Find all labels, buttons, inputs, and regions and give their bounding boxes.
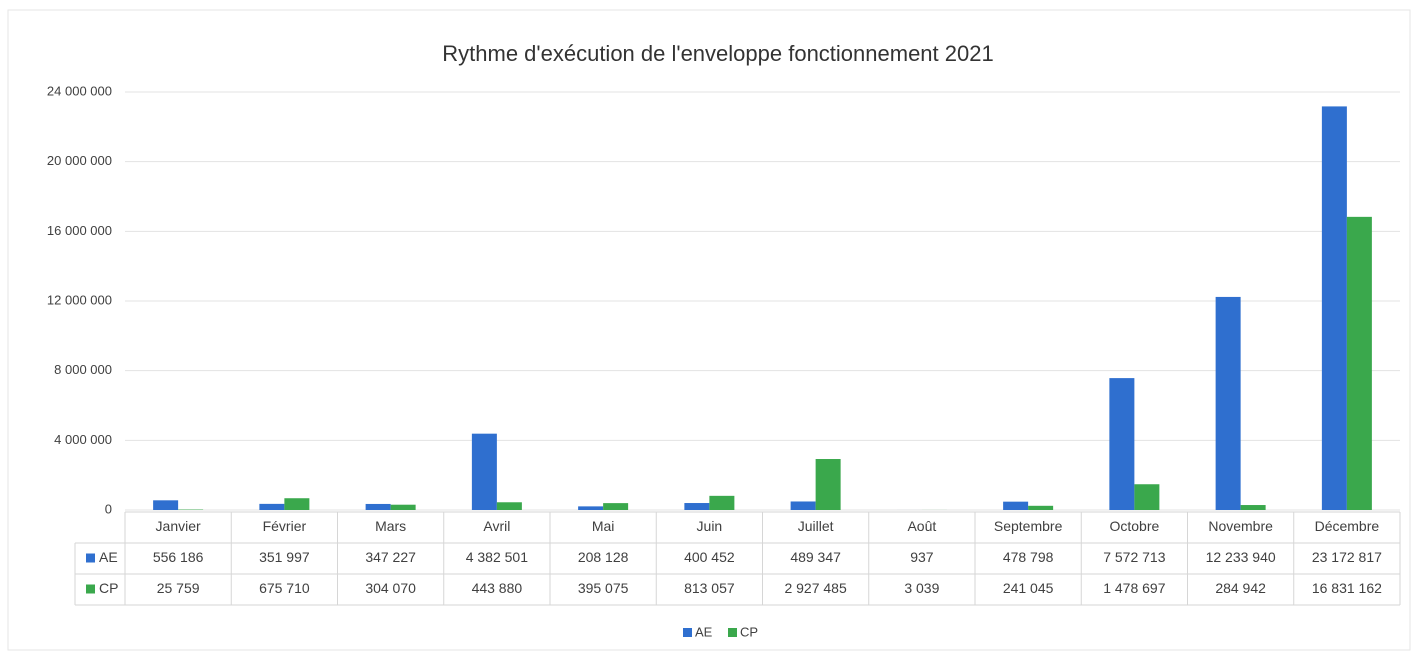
bar bbox=[815, 459, 841, 510]
legend-key bbox=[683, 628, 692, 637]
bar bbox=[1240, 505, 1266, 510]
x-tick-label: Avril bbox=[483, 518, 510, 534]
table-cell: 675 710 bbox=[259, 580, 310, 596]
y-tick-label: 24 000 000 bbox=[47, 83, 112, 98]
bar bbox=[1215, 296, 1241, 510]
bar bbox=[1109, 378, 1135, 510]
table-cell: 4 382 501 bbox=[466, 549, 528, 565]
table-row-label: CP bbox=[99, 580, 118, 596]
bar bbox=[578, 506, 604, 510]
table-cell: 3 039 bbox=[904, 580, 939, 596]
bar bbox=[709, 495, 735, 510]
x-tick-label: Mars bbox=[375, 518, 406, 534]
y-tick-label: 16 000 000 bbox=[47, 223, 112, 238]
table-cell: 7 572 713 bbox=[1103, 549, 1165, 565]
table-cell: 2 927 485 bbox=[784, 580, 846, 596]
x-tick-label: Janvier bbox=[156, 518, 201, 534]
table-cell: 395 075 bbox=[578, 580, 629, 596]
table-cell: 937 bbox=[910, 549, 934, 565]
x-tick-label: Novembre bbox=[1208, 518, 1273, 534]
x-tick-label: Décembre bbox=[1315, 518, 1380, 534]
bar bbox=[1346, 216, 1372, 510]
table-cell: 478 798 bbox=[1003, 549, 1054, 565]
y-tick-label: 8 000 000 bbox=[54, 362, 112, 377]
legend-key bbox=[728, 628, 737, 637]
table-cell: 556 186 bbox=[153, 549, 204, 565]
bar bbox=[1134, 484, 1160, 510]
bar bbox=[1003, 501, 1029, 510]
bar bbox=[153, 500, 179, 510]
table-legend-key bbox=[86, 553, 95, 563]
bar bbox=[1028, 505, 1054, 510]
bar bbox=[790, 501, 816, 510]
chart-frame bbox=[7, 9, 1411, 651]
table-row-label: AE bbox=[99, 549, 118, 565]
table-cell: 25 759 bbox=[157, 580, 200, 596]
table-cell: 1 478 697 bbox=[1103, 580, 1165, 596]
x-tick-label: Août bbox=[907, 518, 936, 534]
x-tick-label: Février bbox=[263, 518, 307, 534]
x-tick-label: Septembre bbox=[994, 518, 1063, 534]
table-cell: 304 070 bbox=[365, 580, 416, 596]
table-cell: 284 942 bbox=[1215, 580, 1266, 596]
table-cell: 208 128 bbox=[578, 549, 629, 565]
x-tick-label: Mai bbox=[592, 518, 615, 534]
x-tick-label: Juin bbox=[697, 518, 723, 534]
chart-title: Rythme d'exécution de l'enveloppe foncti… bbox=[442, 41, 993, 66]
table-cell: 400 452 bbox=[684, 549, 735, 565]
table-cell: 351 997 bbox=[259, 549, 310, 565]
bar bbox=[471, 433, 497, 510]
table-cell: 489 347 bbox=[790, 549, 841, 565]
bar bbox=[284, 498, 310, 510]
bar bbox=[603, 503, 629, 510]
x-tick-label: Juillet bbox=[798, 518, 834, 534]
y-tick-label: 20 000 000 bbox=[47, 153, 112, 168]
table-cell: 347 227 bbox=[365, 549, 416, 565]
table-cell: 813 057 bbox=[684, 580, 735, 596]
table-cell: 241 045 bbox=[1003, 580, 1054, 596]
table-cell: 23 172 817 bbox=[1312, 549, 1382, 565]
bar bbox=[684, 503, 710, 510]
y-tick-label: 12 000 000 bbox=[47, 292, 112, 307]
y-tick-label: 0 bbox=[105, 501, 112, 516]
legend-label: AE bbox=[695, 624, 713, 639]
legend-label: CP bbox=[740, 624, 758, 639]
bar bbox=[390, 504, 416, 510]
bar bbox=[496, 502, 522, 510]
bar bbox=[259, 503, 285, 510]
x-tick-label: Octobre bbox=[1109, 518, 1159, 534]
bar bbox=[1321, 106, 1347, 510]
y-tick-label: 4 000 000 bbox=[54, 432, 112, 447]
table-cell: 443 880 bbox=[472, 580, 523, 596]
table-cell: 12 233 940 bbox=[1206, 549, 1276, 565]
bar bbox=[365, 503, 391, 510]
table-legend-key bbox=[86, 584, 95, 594]
table-cell: 16 831 162 bbox=[1312, 580, 1382, 596]
